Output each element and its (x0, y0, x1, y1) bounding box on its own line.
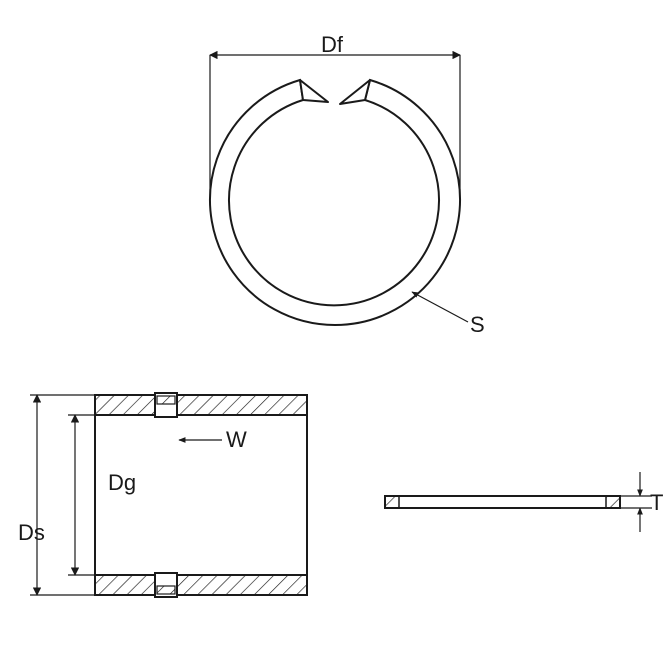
label-dg: Dg (108, 470, 136, 496)
dimension-ds (30, 395, 95, 595)
diagram-svg (0, 0, 670, 670)
dimension-s (412, 292, 468, 322)
label-t: T (650, 490, 663, 516)
dimension-t (620, 472, 652, 532)
label-ds: Ds (18, 520, 45, 546)
side-view (385, 496, 620, 508)
label-df: Df (321, 32, 343, 58)
label-s: S (470, 312, 485, 338)
label-w: W (226, 427, 247, 453)
diagram-canvas: Df S Dg Ds W T (0, 0, 670, 670)
ring-front-view (210, 80, 460, 325)
